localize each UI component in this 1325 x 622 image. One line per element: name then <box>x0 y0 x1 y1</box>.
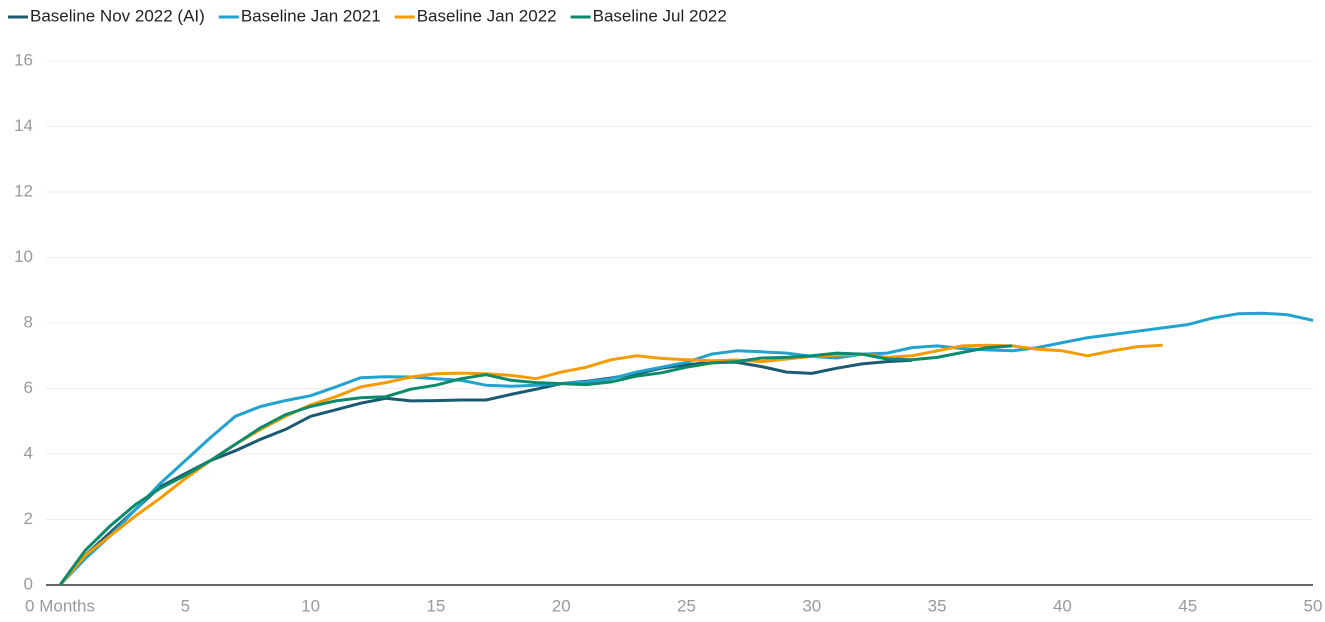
y-tick-label: 16 <box>14 50 33 69</box>
y-tick-label: 0 <box>24 574 33 593</box>
y-tick-label: 6 <box>24 378 33 397</box>
legend-label: Baseline Jan 2021 <box>241 6 381 25</box>
x-tick-label: 15 <box>426 596 445 615</box>
x-tick-label: 35 <box>928 596 947 615</box>
series-line <box>58 344 1013 586</box>
x-tick-label: 50 <box>1304 596 1323 615</box>
x-tick-label: 0 Months <box>25 596 95 615</box>
x-tick-label: 40 <box>1053 596 1072 615</box>
y-tick-label: 10 <box>14 247 33 266</box>
x-tick-label: 45 <box>1178 596 1197 615</box>
y-tick-label: 8 <box>24 312 33 331</box>
x-tick-label: 30 <box>802 596 821 615</box>
legend-label: Baseline Jan 2022 <box>417 6 557 25</box>
y-tick-label: 14 <box>14 116 33 135</box>
x-tick-label: 20 <box>552 596 571 615</box>
x-tick-label: 5 <box>181 596 190 615</box>
y-tick-label: 12 <box>14 181 33 200</box>
legend-label: Baseline Nov 2022 (AI) <box>30 6 205 25</box>
x-tick-label: 25 <box>677 596 696 615</box>
y-tick-label: 4 <box>24 443 33 462</box>
y-tick-label: 2 <box>24 509 33 528</box>
series-line <box>58 311 1314 587</box>
x-tick-label: 10 <box>301 596 320 615</box>
legend-label: Baseline Jul 2022 <box>593 6 727 25</box>
